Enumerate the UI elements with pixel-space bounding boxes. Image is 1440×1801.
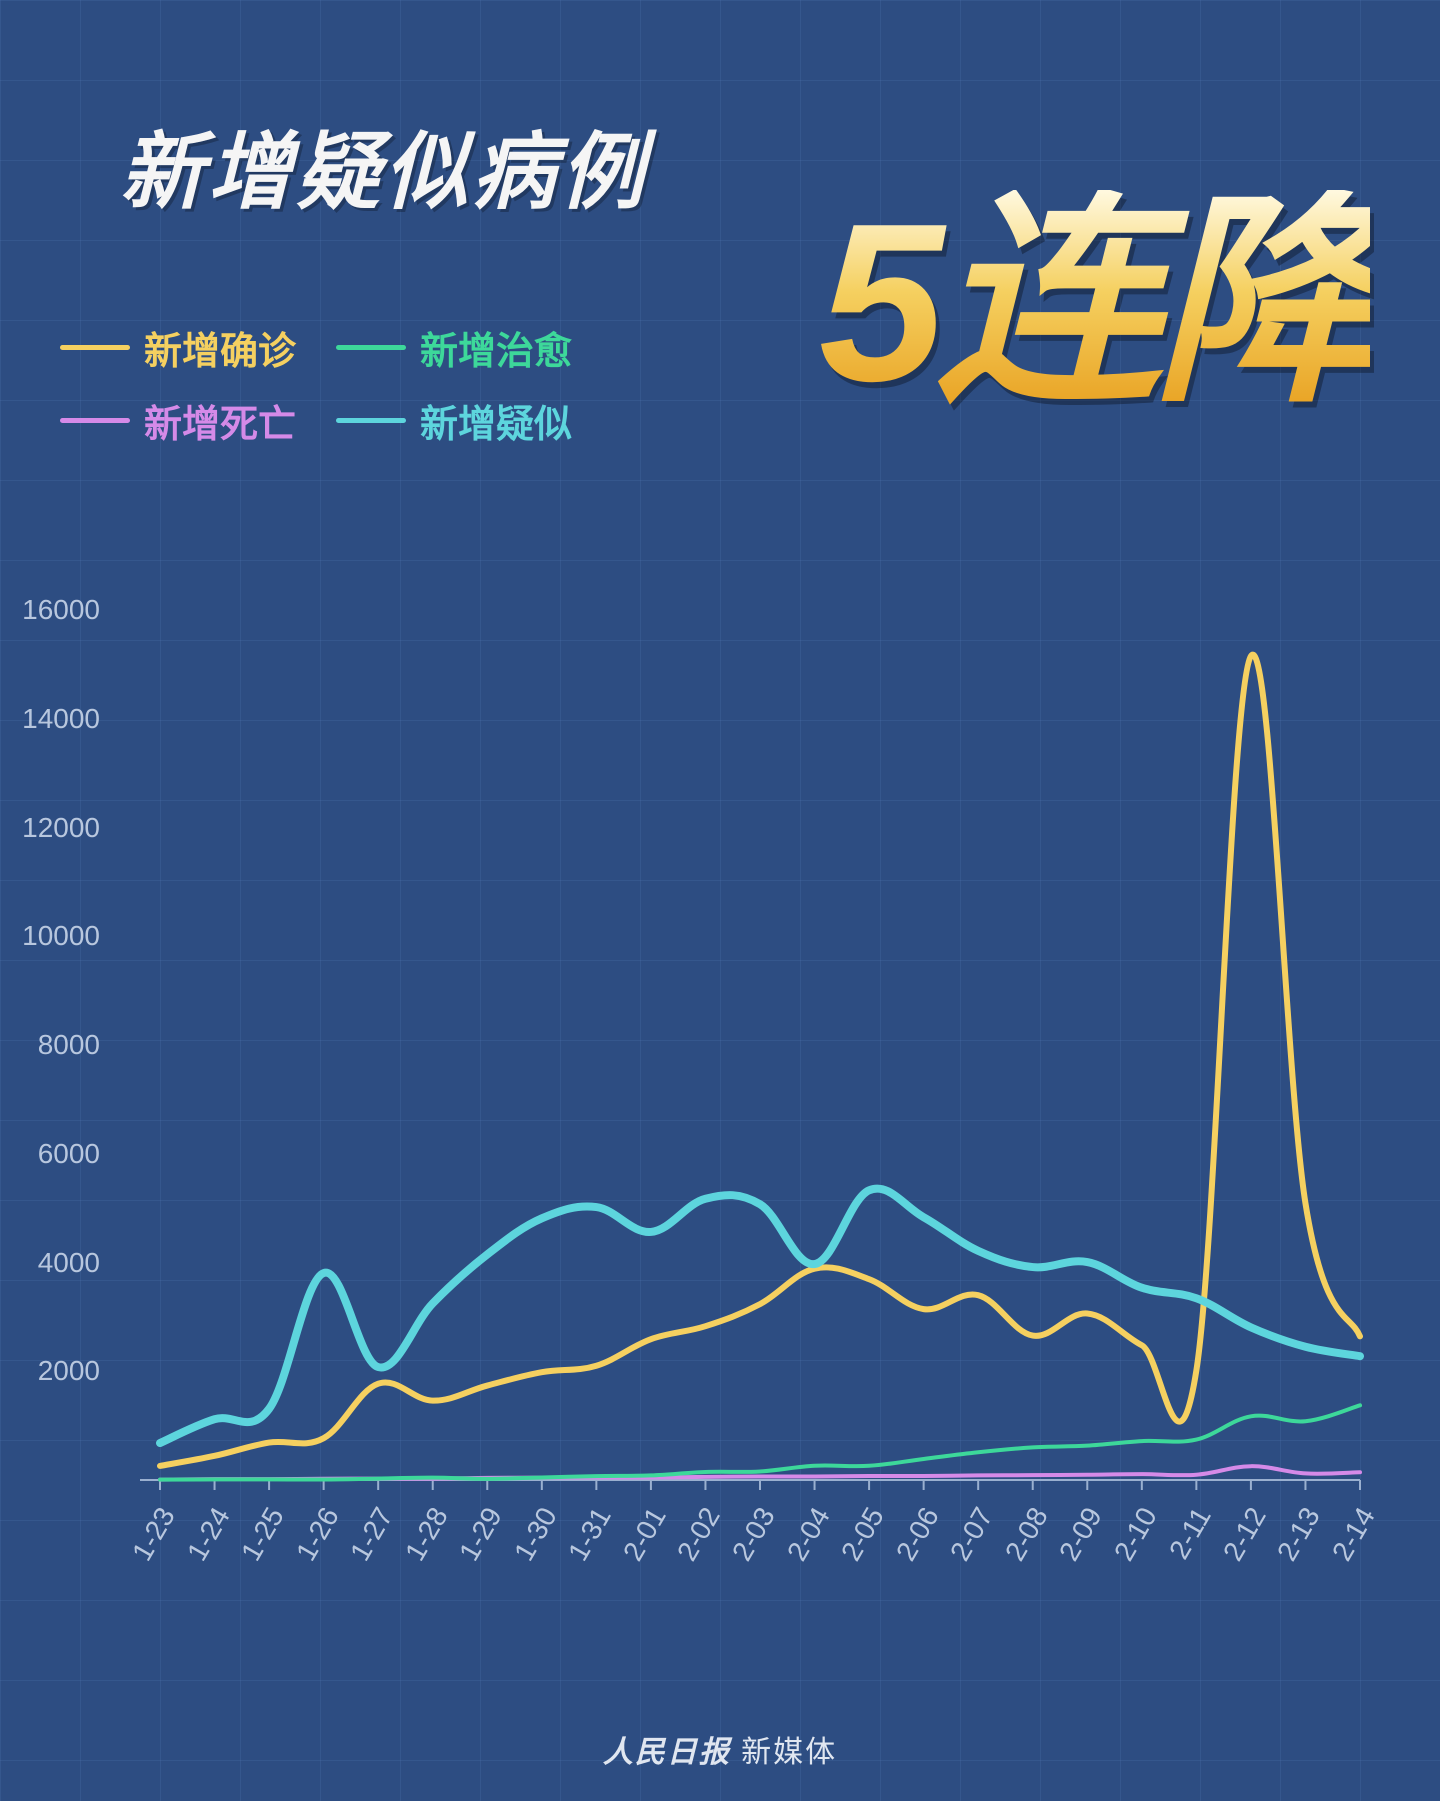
legend-item: 新增治愈 bbox=[336, 320, 572, 375]
series-recovered bbox=[160, 1405, 1360, 1479]
legend-label: 新增治愈 bbox=[420, 320, 572, 375]
legend-label: 新增疑似 bbox=[420, 393, 572, 448]
legend-swatch bbox=[336, 418, 406, 423]
footer-brand: 人民日报 bbox=[603, 1736, 731, 1769]
footer-sub: 新媒体 bbox=[731, 1736, 837, 1769]
series-suspected bbox=[160, 1189, 1360, 1443]
legend-item: 新增疑似 bbox=[336, 393, 572, 448]
y-axis-tick-label: 10000 bbox=[22, 920, 100, 952]
y-axis-tick-label: 8000 bbox=[38, 1029, 100, 1061]
legend-swatch bbox=[60, 345, 130, 350]
y-axis-tick-label: 12000 bbox=[22, 812, 100, 844]
legend-swatch bbox=[336, 345, 406, 350]
legend: 新增确诊 新增治愈新增死亡 新增疑似 bbox=[60, 320, 572, 448]
series-confirmed bbox=[160, 655, 1360, 1466]
y-axis-tick-label: 14000 bbox=[22, 703, 100, 735]
footer-credit: 人民日报 新媒体 bbox=[0, 1727, 1440, 1771]
page-title: 新增疑似病例 bbox=[120, 105, 648, 226]
y-axis-tick-label: 16000 bbox=[22, 594, 100, 626]
legend-swatch bbox=[60, 418, 130, 423]
y-axis-tick-label: 6000 bbox=[38, 1138, 100, 1170]
legend-item: 新增死亡 bbox=[60, 393, 296, 448]
y-axis-tick-label: 4000 bbox=[38, 1247, 100, 1279]
chart-container: 2000400060008000100001200014000160001-23… bbox=[60, 600, 1380, 1600]
line-chart bbox=[60, 600, 1380, 1600]
highlight-number: 5连降 bbox=[819, 190, 1370, 415]
legend-label: 新增死亡 bbox=[144, 393, 296, 448]
legend-label: 新增确诊 bbox=[144, 320, 296, 375]
legend-item: 新增确诊 bbox=[60, 320, 296, 375]
y-axis-tick-label: 2000 bbox=[38, 1355, 100, 1387]
